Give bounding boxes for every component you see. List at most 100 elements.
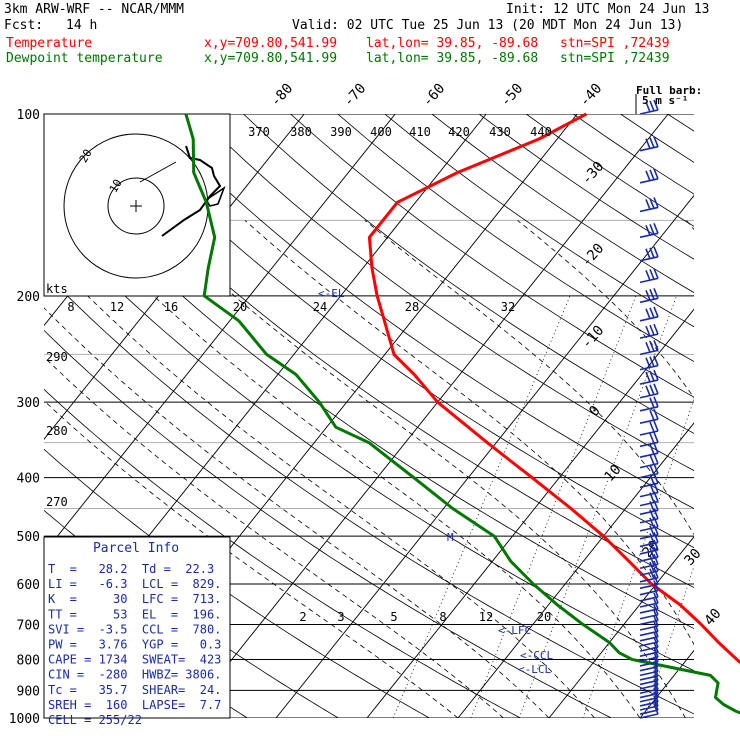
isotherm-line bbox=[457, 422, 694, 718]
wind-barb-flag bbox=[649, 568, 655, 580]
wind-barb-flag bbox=[649, 269, 655, 280]
hodograph-trace bbox=[161, 145, 222, 237]
theta-label: 430 bbox=[489, 125, 511, 139]
wind-barb-staff bbox=[639, 406, 659, 412]
parcel-info-panel: Parcel Info T = 28.2 Td = 22.3LI = -6.3 L… bbox=[43, 536, 231, 727]
wind-barb-flag bbox=[653, 508, 659, 520]
wind-barb-flag bbox=[649, 100, 655, 112]
wind-barb-flag bbox=[653, 288, 659, 299]
wind-barb-flag bbox=[649, 509, 655, 521]
pressure-label: 1000 bbox=[9, 712, 40, 727]
moist-adiabat-line bbox=[44, 250, 595, 718]
wind-barb-flag bbox=[653, 631, 659, 643]
wind-barb-staff bbox=[639, 636, 659, 642]
wind-barb-staff bbox=[639, 625, 659, 631]
wind-barb-flag bbox=[653, 306, 659, 318]
mixing-ratio-label: 12 bbox=[479, 610, 493, 624]
parcel-info-row: CIN = -280 HWBZ= 3806. bbox=[48, 668, 221, 682]
parcel-info-row: SREH = 160 LAPSE= 7.7 bbox=[48, 698, 221, 712]
dewpoint-station: stn=SPI ,72439 bbox=[560, 51, 670, 66]
mixing-ratio-line bbox=[470, 295, 637, 718]
isotherm-label: -60 bbox=[420, 81, 449, 111]
wind-barb-flag bbox=[653, 408, 659, 420]
wind-barb-staff bbox=[639, 145, 659, 152]
wind-barb-flag bbox=[653, 695, 659, 707]
pressure-label: 400 bbox=[17, 472, 40, 487]
wind-barb-flag bbox=[653, 621, 659, 632]
wind-barb-flag bbox=[645, 290, 651, 301]
wind-barb-flag bbox=[653, 340, 659, 351]
wind-barb-flag bbox=[653, 268, 659, 279]
wind-barb-flag bbox=[653, 604, 659, 616]
isotherm-label: -20 bbox=[579, 241, 608, 271]
wind-barb-flag bbox=[645, 170, 651, 182]
isotherm-line bbox=[184, 114, 669, 718]
mixing-ratio-label: 28 bbox=[405, 300, 419, 314]
wind-barb-flag bbox=[653, 661, 659, 672]
wind-barb-flag bbox=[653, 592, 659, 604]
temperature-location: x,y=709.80,541.99 bbox=[204, 36, 338, 51]
wind-barb-flag bbox=[653, 432, 659, 443]
wind-barb bbox=[639, 197, 659, 213]
wind-barb-flag bbox=[649, 454, 655, 465]
wind-barb-flag bbox=[645, 101, 651, 113]
wind-barb-flag bbox=[653, 699, 659, 711]
wind-barb-flag bbox=[653, 383, 659, 395]
temperature-legend-label: Temperature bbox=[6, 36, 93, 51]
isotherm-line bbox=[731, 114, 740, 718]
hodograph-storm-vector bbox=[139, 161, 177, 183]
wind-barb-flag bbox=[649, 397, 655, 409]
wind-barb-flag bbox=[649, 384, 655, 396]
wind-barb-flag bbox=[649, 307, 655, 319]
dry-adiabat-line bbox=[148, 114, 694, 510]
wind-barb bbox=[639, 442, 659, 458]
wind-barb-staff bbox=[639, 613, 659, 620]
wind-barb-flag bbox=[653, 703, 659, 715]
mixing-ratio-label: 2 bbox=[299, 610, 306, 624]
dry-adiabat-line bbox=[54, 114, 694, 588]
wind-barb-flag bbox=[645, 199, 651, 210]
dry-adiabat-line bbox=[44, 329, 612, 718]
wind-barb-staff bbox=[639, 452, 659, 458]
wind-barb-flag bbox=[649, 356, 655, 367]
wind-barb bbox=[639, 703, 659, 719]
wind-barb-flag bbox=[653, 420, 659, 432]
moist-adiabat-line bbox=[364, 220, 694, 536]
hodograph: 10 20 kts bbox=[43, 113, 231, 297]
wind-barb-flag bbox=[649, 409, 655, 421]
wind-barb-staff bbox=[639, 206, 659, 213]
wind-barb-flag bbox=[653, 674, 659, 686]
mixing-ratio-line bbox=[644, 564, 694, 718]
wind-barb-flag bbox=[645, 357, 651, 368]
wind-barb bbox=[639, 610, 659, 626]
wind-barb-flag bbox=[649, 492, 655, 503]
isotherm-label: -40 bbox=[577, 81, 606, 111]
parcel-info-title: Parcel Info bbox=[93, 541, 179, 556]
wind-barb-flag bbox=[649, 540, 655, 552]
wind-barb-flag bbox=[653, 574, 659, 585]
wind-barb-flag bbox=[653, 598, 659, 610]
parcel-info-row: K = 30 LFC = 713. bbox=[48, 592, 221, 606]
wind-barb-flag bbox=[649, 341, 655, 352]
wind-barb bbox=[639, 168, 659, 184]
theta-label: 390 bbox=[330, 125, 352, 139]
wind-barb-staff bbox=[639, 709, 659, 715]
wind-barb-staff bbox=[639, 109, 659, 115]
wind-barb-flag bbox=[653, 222, 659, 234]
wind-barb-flag bbox=[653, 546, 659, 558]
wind-barb-flag bbox=[645, 270, 651, 281]
wind-barb-flag bbox=[653, 516, 659, 528]
mixing-ratio-label: 20 bbox=[233, 300, 247, 314]
mixing-ratio-label: 3 bbox=[337, 610, 344, 624]
wind-barb-flag bbox=[645, 342, 651, 353]
wind-barb-staff bbox=[639, 256, 659, 262]
dewpoint-profile bbox=[184, 113, 740, 715]
wind-barb-flag bbox=[653, 473, 659, 484]
wind-barb bbox=[639, 340, 659, 356]
mixing-ratio-label: 5 bbox=[390, 610, 397, 624]
wind-barb-flag bbox=[649, 169, 655, 181]
wind-barb-staff bbox=[639, 232, 659, 239]
wind-barb-flag bbox=[653, 553, 659, 565]
wind-barb-flag bbox=[653, 691, 659, 703]
wind-barb-flag bbox=[653, 636, 659, 648]
